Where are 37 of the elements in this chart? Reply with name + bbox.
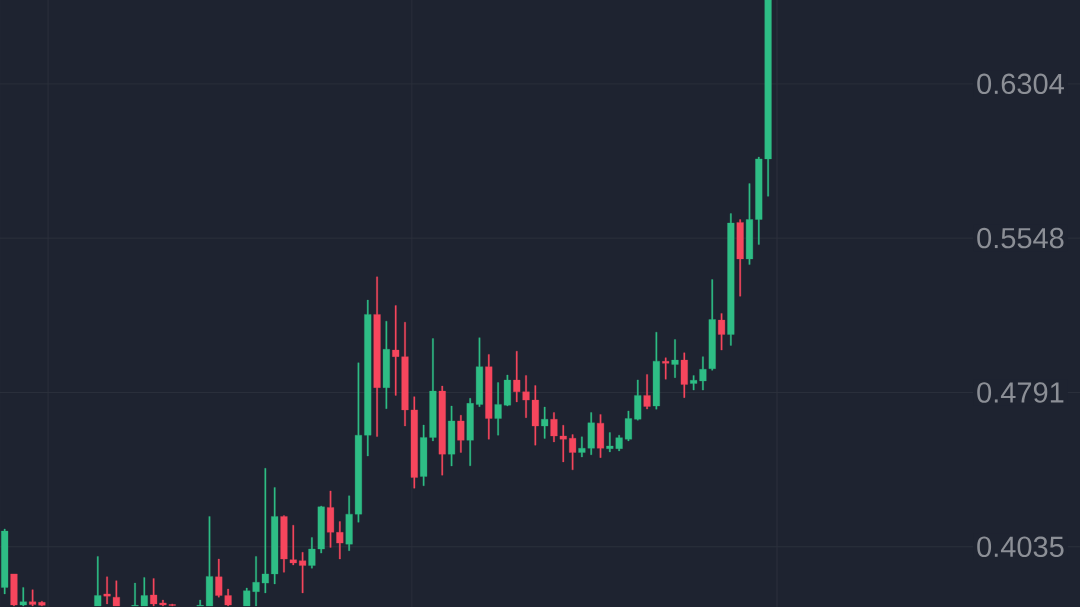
y-tick-label: 0.6304 (977, 73, 1064, 95)
candlestick (652, 332, 660, 410)
candlestick (382, 320, 390, 409)
candlestick (448, 405, 456, 467)
candlestick (364, 299, 372, 457)
y-tick-label: 0.4035 (977, 536, 1064, 558)
candlestick (336, 521, 344, 560)
candlestick (457, 415, 465, 453)
candlestick (299, 552, 307, 594)
candlestick (373, 276, 381, 437)
candlestick (680, 352, 688, 398)
candlestick (345, 495, 353, 551)
candlestick (94, 556, 102, 607)
candlestick (708, 279, 716, 371)
candlestick (662, 357, 670, 380)
candlestick (569, 434, 577, 471)
candlestick (671, 339, 679, 378)
candlestick (736, 219, 744, 297)
candlestick (597, 414, 605, 458)
candlestick (541, 406, 549, 439)
candlestick (643, 374, 651, 410)
candlestick (438, 385, 446, 476)
candlestick (354, 362, 362, 523)
candlestick (112, 580, 120, 607)
candlestick (727, 213, 735, 346)
y-tick-label: 0.4791 (977, 382, 1064, 403)
candlestick (1, 528, 9, 595)
candlestick (718, 313, 726, 351)
y-tick-label: 0.5548 (977, 227, 1064, 249)
candlestick (485, 354, 493, 440)
candlestick (745, 183, 753, 265)
candlestick (103, 576, 111, 605)
candlestick (327, 490, 335, 548)
candlestick (634, 379, 642, 421)
candlestick (271, 487, 279, 585)
candlestick (10, 573, 18, 607)
candlestick (19, 587, 27, 607)
